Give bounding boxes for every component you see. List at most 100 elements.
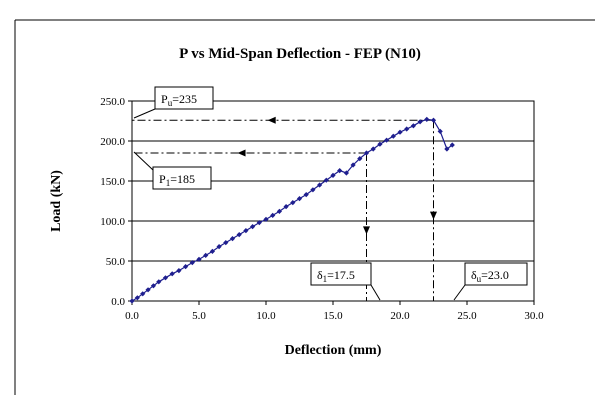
data-point bbox=[390, 133, 396, 139]
data-point bbox=[134, 295, 140, 301]
callout-pu-leader bbox=[133, 108, 156, 119]
x-tick-label-1: 5.0 bbox=[192, 310, 206, 322]
series-layer bbox=[129, 116, 455, 304]
callout-pu-value: =235 bbox=[172, 92, 197, 106]
x-axis-ticks: 0.0 5.0 10.0 15.0 20.0 25.0 30.0 bbox=[125, 301, 544, 322]
data-point bbox=[216, 244, 222, 250]
callout-d1-sub: 1 bbox=[323, 274, 328, 284]
x-tick-label-4: 20.0 bbox=[390, 310, 410, 322]
callout-du-sub: u bbox=[477, 274, 482, 284]
chart-title: P vs Mid-Span Deflection - FEP (N10) bbox=[179, 46, 421, 62]
callout-pu-main: P bbox=[161, 92, 168, 106]
callout-pu-label: Pu=235 bbox=[161, 92, 197, 108]
data-point bbox=[162, 275, 169, 281]
y-tick-label-0: 0.0 bbox=[111, 296, 125, 308]
callout-d1-box bbox=[310, 262, 372, 286]
data-point bbox=[270, 212, 276, 218]
callout-du-value: =23.0 bbox=[481, 268, 509, 282]
data-point bbox=[243, 228, 249, 234]
callout-p1-leader bbox=[133, 151, 154, 171]
data-point bbox=[276, 208, 282, 214]
callout-du: δu=23.0 bbox=[453, 262, 528, 301]
data-point bbox=[250, 224, 256, 230]
reference-arrow-1 bbox=[237, 149, 246, 157]
callout-p1-label: P1=185 bbox=[159, 172, 195, 188]
callout-pu-box bbox=[154, 86, 214, 110]
x-tick-label-0: 0.0 bbox=[125, 310, 139, 322]
callout-p1-box bbox=[152, 166, 212, 190]
data-point bbox=[384, 137, 390, 143]
x-tick-label-2: 10.0 bbox=[256, 310, 276, 322]
data-point bbox=[263, 216, 269, 222]
data-point bbox=[290, 200, 296, 206]
reference-lines bbox=[132, 116, 437, 301]
data-point bbox=[337, 168, 343, 174]
data-point bbox=[330, 172, 336, 178]
callout-du-label: δu=23.0 bbox=[471, 268, 509, 284]
data-point bbox=[203, 252, 209, 258]
data-point bbox=[196, 256, 202, 262]
data-point bbox=[256, 220, 262, 226]
data-point bbox=[229, 236, 236, 242]
data-point bbox=[437, 128, 443, 134]
callout-p1-main: P bbox=[159, 172, 166, 186]
callout-du-leader bbox=[453, 284, 466, 301]
data-point bbox=[310, 187, 316, 193]
y-tick-label-5: 250.0 bbox=[100, 96, 125, 108]
y-axis-title: Load (kN) bbox=[49, 170, 64, 232]
x-tick-label-3: 15.0 bbox=[323, 310, 343, 322]
reference-arrow-3 bbox=[430, 211, 437, 220]
data-point bbox=[296, 196, 303, 202]
callout-d1-leader bbox=[370, 284, 381, 301]
y-tick-label-4: 200.0 bbox=[100, 136, 125, 148]
data-point bbox=[444, 146, 450, 152]
callout-d1-label: δ1=17.5 bbox=[317, 268, 355, 284]
data-point bbox=[323, 177, 329, 183]
data-point bbox=[424, 116, 430, 122]
data-point bbox=[410, 123, 416, 129]
data-point bbox=[156, 279, 162, 285]
data-point bbox=[283, 204, 289, 210]
x-tick-label-5: 25.0 bbox=[457, 310, 477, 322]
x-tick-label-6: 30.0 bbox=[524, 310, 544, 322]
data-point bbox=[377, 141, 383, 147]
y-tick-label-3: 150.0 bbox=[100, 176, 125, 188]
data-point bbox=[363, 150, 370, 156]
callout-p1-sub: 1 bbox=[166, 178, 171, 188]
callout-du-main: δ bbox=[471, 268, 477, 282]
callout-du-box bbox=[464, 262, 528, 286]
y-tick-label-1: 50.0 bbox=[106, 256, 126, 268]
data-point bbox=[140, 291, 146, 297]
data-point bbox=[417, 119, 423, 125]
data-point bbox=[209, 248, 215, 254]
series-line-0 bbox=[131, 118, 453, 302]
data-point bbox=[169, 271, 175, 277]
data-point bbox=[404, 126, 410, 132]
data-point bbox=[189, 260, 195, 266]
data-point bbox=[397, 129, 403, 135]
callout-d1-main: δ bbox=[317, 268, 323, 282]
y-tick-label-2: 100.0 bbox=[100, 216, 125, 228]
data-point bbox=[150, 283, 157, 289]
data-point bbox=[145, 287, 151, 293]
data-point bbox=[223, 240, 229, 246]
data-point bbox=[449, 142, 455, 148]
data-point bbox=[317, 182, 323, 188]
data-point bbox=[176, 268, 182, 274]
reference-arrow-0 bbox=[267, 116, 276, 124]
data-point bbox=[370, 146, 376, 152]
data-point bbox=[303, 192, 309, 198]
callout-pu: Pu=235 bbox=[133, 86, 214, 119]
data-point bbox=[430, 117, 437, 123]
data-point bbox=[343, 170, 349, 176]
data-point bbox=[183, 264, 189, 270]
data-point bbox=[236, 232, 242, 238]
data-point bbox=[357, 156, 363, 162]
callout-p1-value: =185 bbox=[170, 172, 195, 186]
x-axis-title: Deflection (mm) bbox=[285, 343, 382, 358]
callout-d1: δ1=17.5 bbox=[310, 262, 381, 301]
data-point bbox=[350, 162, 356, 168]
callout-d1-value: =17.5 bbox=[327, 268, 355, 282]
reference-arrow-2 bbox=[363, 226, 370, 235]
